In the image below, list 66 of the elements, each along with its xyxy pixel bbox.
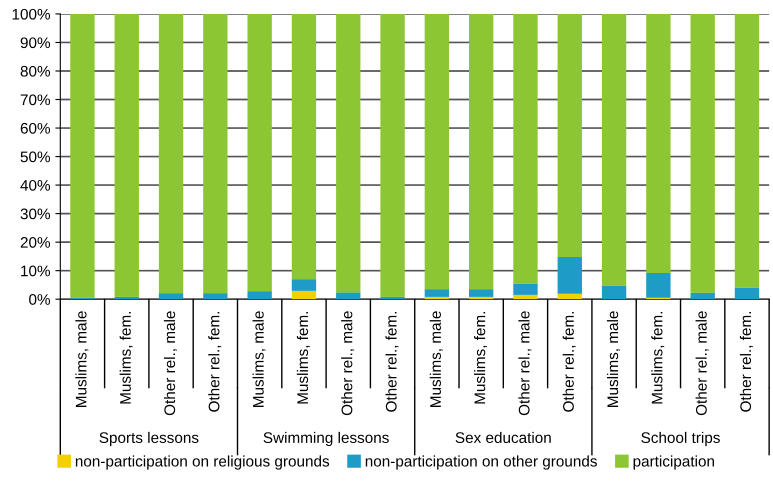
- text: School trips: [641, 432, 720, 446]
- y-tick-label: 30%: [20, 208, 50, 220]
- x-tick-label: Muslims, fem.: [120, 312, 133, 404]
- bar: [336, 292, 360, 300]
- bar: [690, 14, 715, 293]
- bar: [203, 14, 228, 294]
- x-tick-label: Muslims, fem.: [651, 312, 664, 404]
- bar: [424, 14, 450, 290]
- y-tick-label: 80%: [20, 66, 50, 77]
- bar: [336, 14, 360, 293]
- x-tick-label: Other rel., fem.: [385, 312, 398, 412]
- x-tick-label: Other rel., fem.: [740, 312, 753, 412]
- legend-label: non-participation on other grounds: [366, 455, 597, 470]
- bar: [602, 14, 626, 286]
- bar: [734, 288, 760, 300]
- x-tick-label: Muslims, male: [252, 311, 266, 407]
- legend-label: participation: [634, 455, 714, 470]
- bar: [292, 280, 316, 291]
- bar: [247, 291, 272, 300]
- x-tick-label: Other rel., fem.: [562, 312, 576, 412]
- bar: [380, 14, 405, 297]
- bar: [734, 14, 760, 288]
- y-tick-label: 10%: [21, 266, 50, 276]
- bar: [558, 256, 582, 294]
- y-tick-label: 40%: [20, 180, 50, 191]
- y-tick-label: 50%: [20, 151, 50, 162]
- bar: [513, 294, 538, 300]
- x-tick-label: Muslims, male: [430, 311, 443, 407]
- bar: [292, 290, 316, 300]
- x-tick-label: Other rel., male: [696, 311, 709, 416]
- x-tick-label: Muslims, male: [606, 311, 620, 407]
- bar: [646, 14, 671, 273]
- legend-label: non-participation on religious grounds: [76, 455, 330, 470]
- bar: [690, 292, 715, 300]
- bar: [602, 286, 626, 300]
- bar: [468, 14, 494, 290]
- bar: [70, 14, 95, 298]
- x-tick-label: Muslims, fem.: [296, 312, 310, 404]
- y-tick-label: 0%: [29, 294, 50, 305]
- bar: [247, 14, 272, 292]
- bar: [114, 14, 139, 297]
- bar: [468, 289, 494, 297]
- bar: [158, 14, 184, 294]
- bar: [513, 14, 538, 284]
- y-tick-label: 90%: [20, 37, 50, 48]
- x-tick-label: Other rel., male: [341, 311, 354, 416]
- y-tick-label: 100%: [12, 8, 50, 20]
- text: Sex education: [456, 432, 551, 444]
- text: Swimming lessons: [264, 432, 389, 446]
- x-tick-label: Other rel., male: [518, 311, 532, 416]
- x-tick-label: Muslims, fem.: [474, 312, 488, 404]
- text: Sports lessons: [99, 432, 198, 446]
- x-tick-label: Muslims, male: [75, 311, 88, 407]
- y-tick-label: 20%: [20, 237, 50, 248]
- bar: [292, 14, 316, 280]
- y-tick-label: 60%: [20, 122, 50, 134]
- bar: [203, 293, 228, 300]
- x-tick-label: Other rel., male: [164, 311, 177, 416]
- x-tick-label: Other rel., fem.: [208, 312, 222, 412]
- bar: [646, 272, 671, 298]
- bar: [424, 289, 450, 297]
- bar: [158, 293, 184, 300]
- y-tick-label: 70%: [20, 94, 50, 106]
- bar: [558, 14, 582, 257]
- bar: [513, 284, 538, 295]
- bar: [558, 294, 582, 300]
